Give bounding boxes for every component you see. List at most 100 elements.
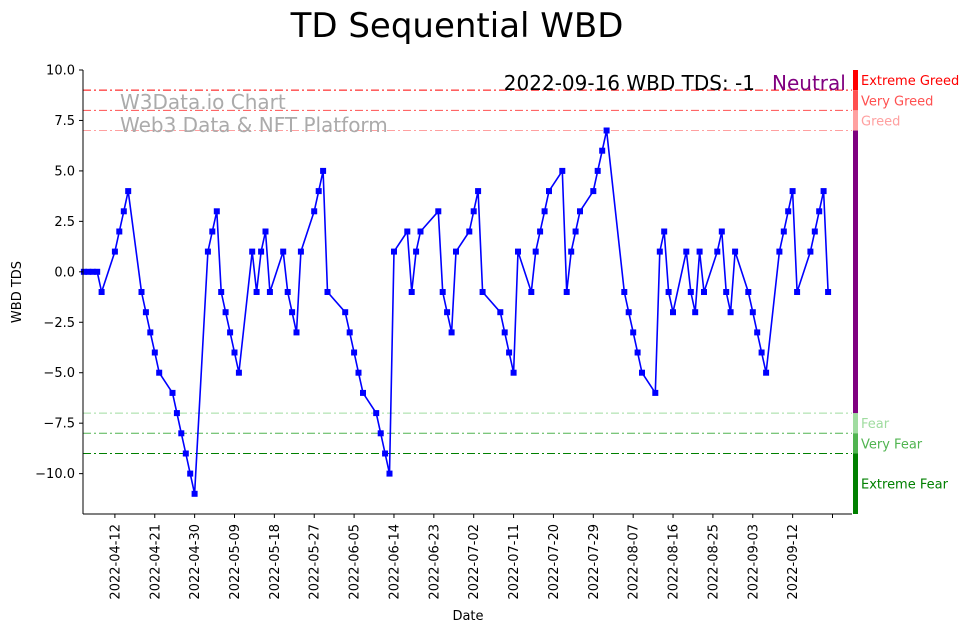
data-point <box>404 228 411 235</box>
data-point <box>594 167 601 174</box>
data-point <box>763 369 770 376</box>
data-series <box>80 127 832 497</box>
data-point <box>501 329 508 336</box>
data-point <box>497 309 504 316</box>
data-point <box>386 470 393 477</box>
x-tick-label: 2022-04-30 <box>188 524 203 600</box>
data-point <box>346 329 353 336</box>
x-tick-label: 2022-09-03 <box>746 524 761 600</box>
data-point <box>315 188 322 195</box>
data-point <box>537 228 544 235</box>
y-tick-label: 10.0 <box>46 64 75 79</box>
data-point <box>169 389 176 396</box>
y-tick-label: 7.5 <box>54 114 75 129</box>
data-point <box>218 289 225 295</box>
data-point <box>324 289 331 295</box>
x-tick-label: 2022-04-12 <box>108 524 123 600</box>
data-point <box>116 228 123 235</box>
x-tick-label: 2022-04-21 <box>148 524 163 600</box>
x-tick-label: 2022-05-09 <box>228 524 243 600</box>
x-tick-label: 2022-09-12 <box>786 524 801 600</box>
status-label: Neutral <box>772 71 846 95</box>
data-point <box>151 349 158 356</box>
x-tick-label: 2022-05-18 <box>268 524 283 600</box>
data-point <box>408 289 415 295</box>
data-point <box>89 268 96 275</box>
data-point <box>417 228 424 235</box>
data-point <box>625 309 632 316</box>
data-point <box>572 228 579 235</box>
data-point <box>191 490 198 497</box>
threshold-label-very-greed: Very Greed <box>861 94 933 109</box>
chart-title: TD Sequential WBD <box>290 6 624 46</box>
data-point <box>439 289 446 295</box>
x-tick-label: 2022-08-07 <box>627 524 642 600</box>
data-point <box>222 309 229 316</box>
threshold-label-extreme-fear: Extreme Fear <box>861 478 949 493</box>
watermark-line-2: Web3 Data & NFT Platform <box>120 113 388 137</box>
data-point <box>258 248 265 255</box>
data-point <box>546 188 552 195</box>
data-point <box>665 289 672 295</box>
y-ticks: 10.0 7.5 5.0 2.5 0.0 −2.5 −5.0 −7.5 −10.0 <box>35 64 83 482</box>
data-point <box>111 248 118 255</box>
data-point <box>656 248 663 255</box>
x-tick-label: 2022-08-16 <box>667 524 682 600</box>
x-tick-label: 2022-07-02 <box>467 524 482 600</box>
band-segment-fear <box>853 413 858 434</box>
data-point <box>147 329 154 336</box>
data-point <box>453 248 459 255</box>
data-point <box>377 430 384 437</box>
data-point <box>209 228 216 235</box>
data-point <box>262 228 269 235</box>
x-tick-label: 2022-07-11 <box>507 524 522 600</box>
data-point <box>293 329 300 336</box>
data-point <box>541 208 548 215</box>
data-point <box>807 248 814 255</box>
y-tick-label: −10.0 <box>35 467 75 482</box>
data-point <box>696 248 703 255</box>
data-point <box>820 188 827 195</box>
data-point <box>776 248 783 255</box>
data-point <box>692 309 699 316</box>
data-point <box>142 309 149 316</box>
series-line <box>83 129 829 495</box>
x-tick-label: 2022-06-05 <box>348 524 363 600</box>
data-point <box>634 349 641 356</box>
data-point <box>85 268 92 275</box>
x-tick-label: 2022-05-27 <box>308 524 323 600</box>
data-point <box>382 450 389 457</box>
data-point <box>639 369 645 376</box>
data-point <box>732 248 739 255</box>
data-point <box>723 289 730 295</box>
latest-value-annotation: 2022-09-16 WBD TDS: -1 <box>504 71 755 95</box>
data-point <box>173 410 180 417</box>
data-point <box>661 228 668 235</box>
data-point <box>506 349 513 356</box>
data-point <box>563 289 570 295</box>
threshold-label-very-fear: Very Fear <box>861 437 923 452</box>
y-tick-label: 0.0 <box>54 265 75 280</box>
data-point <box>683 248 690 255</box>
data-point <box>603 127 610 134</box>
data-point <box>510 369 517 376</box>
data-point <box>187 470 194 477</box>
x-tick-label: 2022-06-14 <box>388 524 403 600</box>
data-point <box>528 289 535 295</box>
data-point <box>780 228 787 235</box>
data-point <box>515 248 521 255</box>
x-tick-label: 2022-07-20 <box>547 524 562 600</box>
data-point <box>444 309 451 316</box>
band-segment-very-greed <box>853 90 858 111</box>
sentiment-band <box>853 70 858 514</box>
data-point <box>138 289 145 295</box>
data-point <box>182 450 189 457</box>
data-point <box>98 289 105 295</box>
data-point <box>475 188 482 195</box>
data-point <box>80 268 87 275</box>
data-point <box>825 289 832 295</box>
y-tick-label: 2.5 <box>54 215 75 230</box>
y-tick-label: 5.0 <box>54 164 75 179</box>
data-point <box>235 369 242 376</box>
